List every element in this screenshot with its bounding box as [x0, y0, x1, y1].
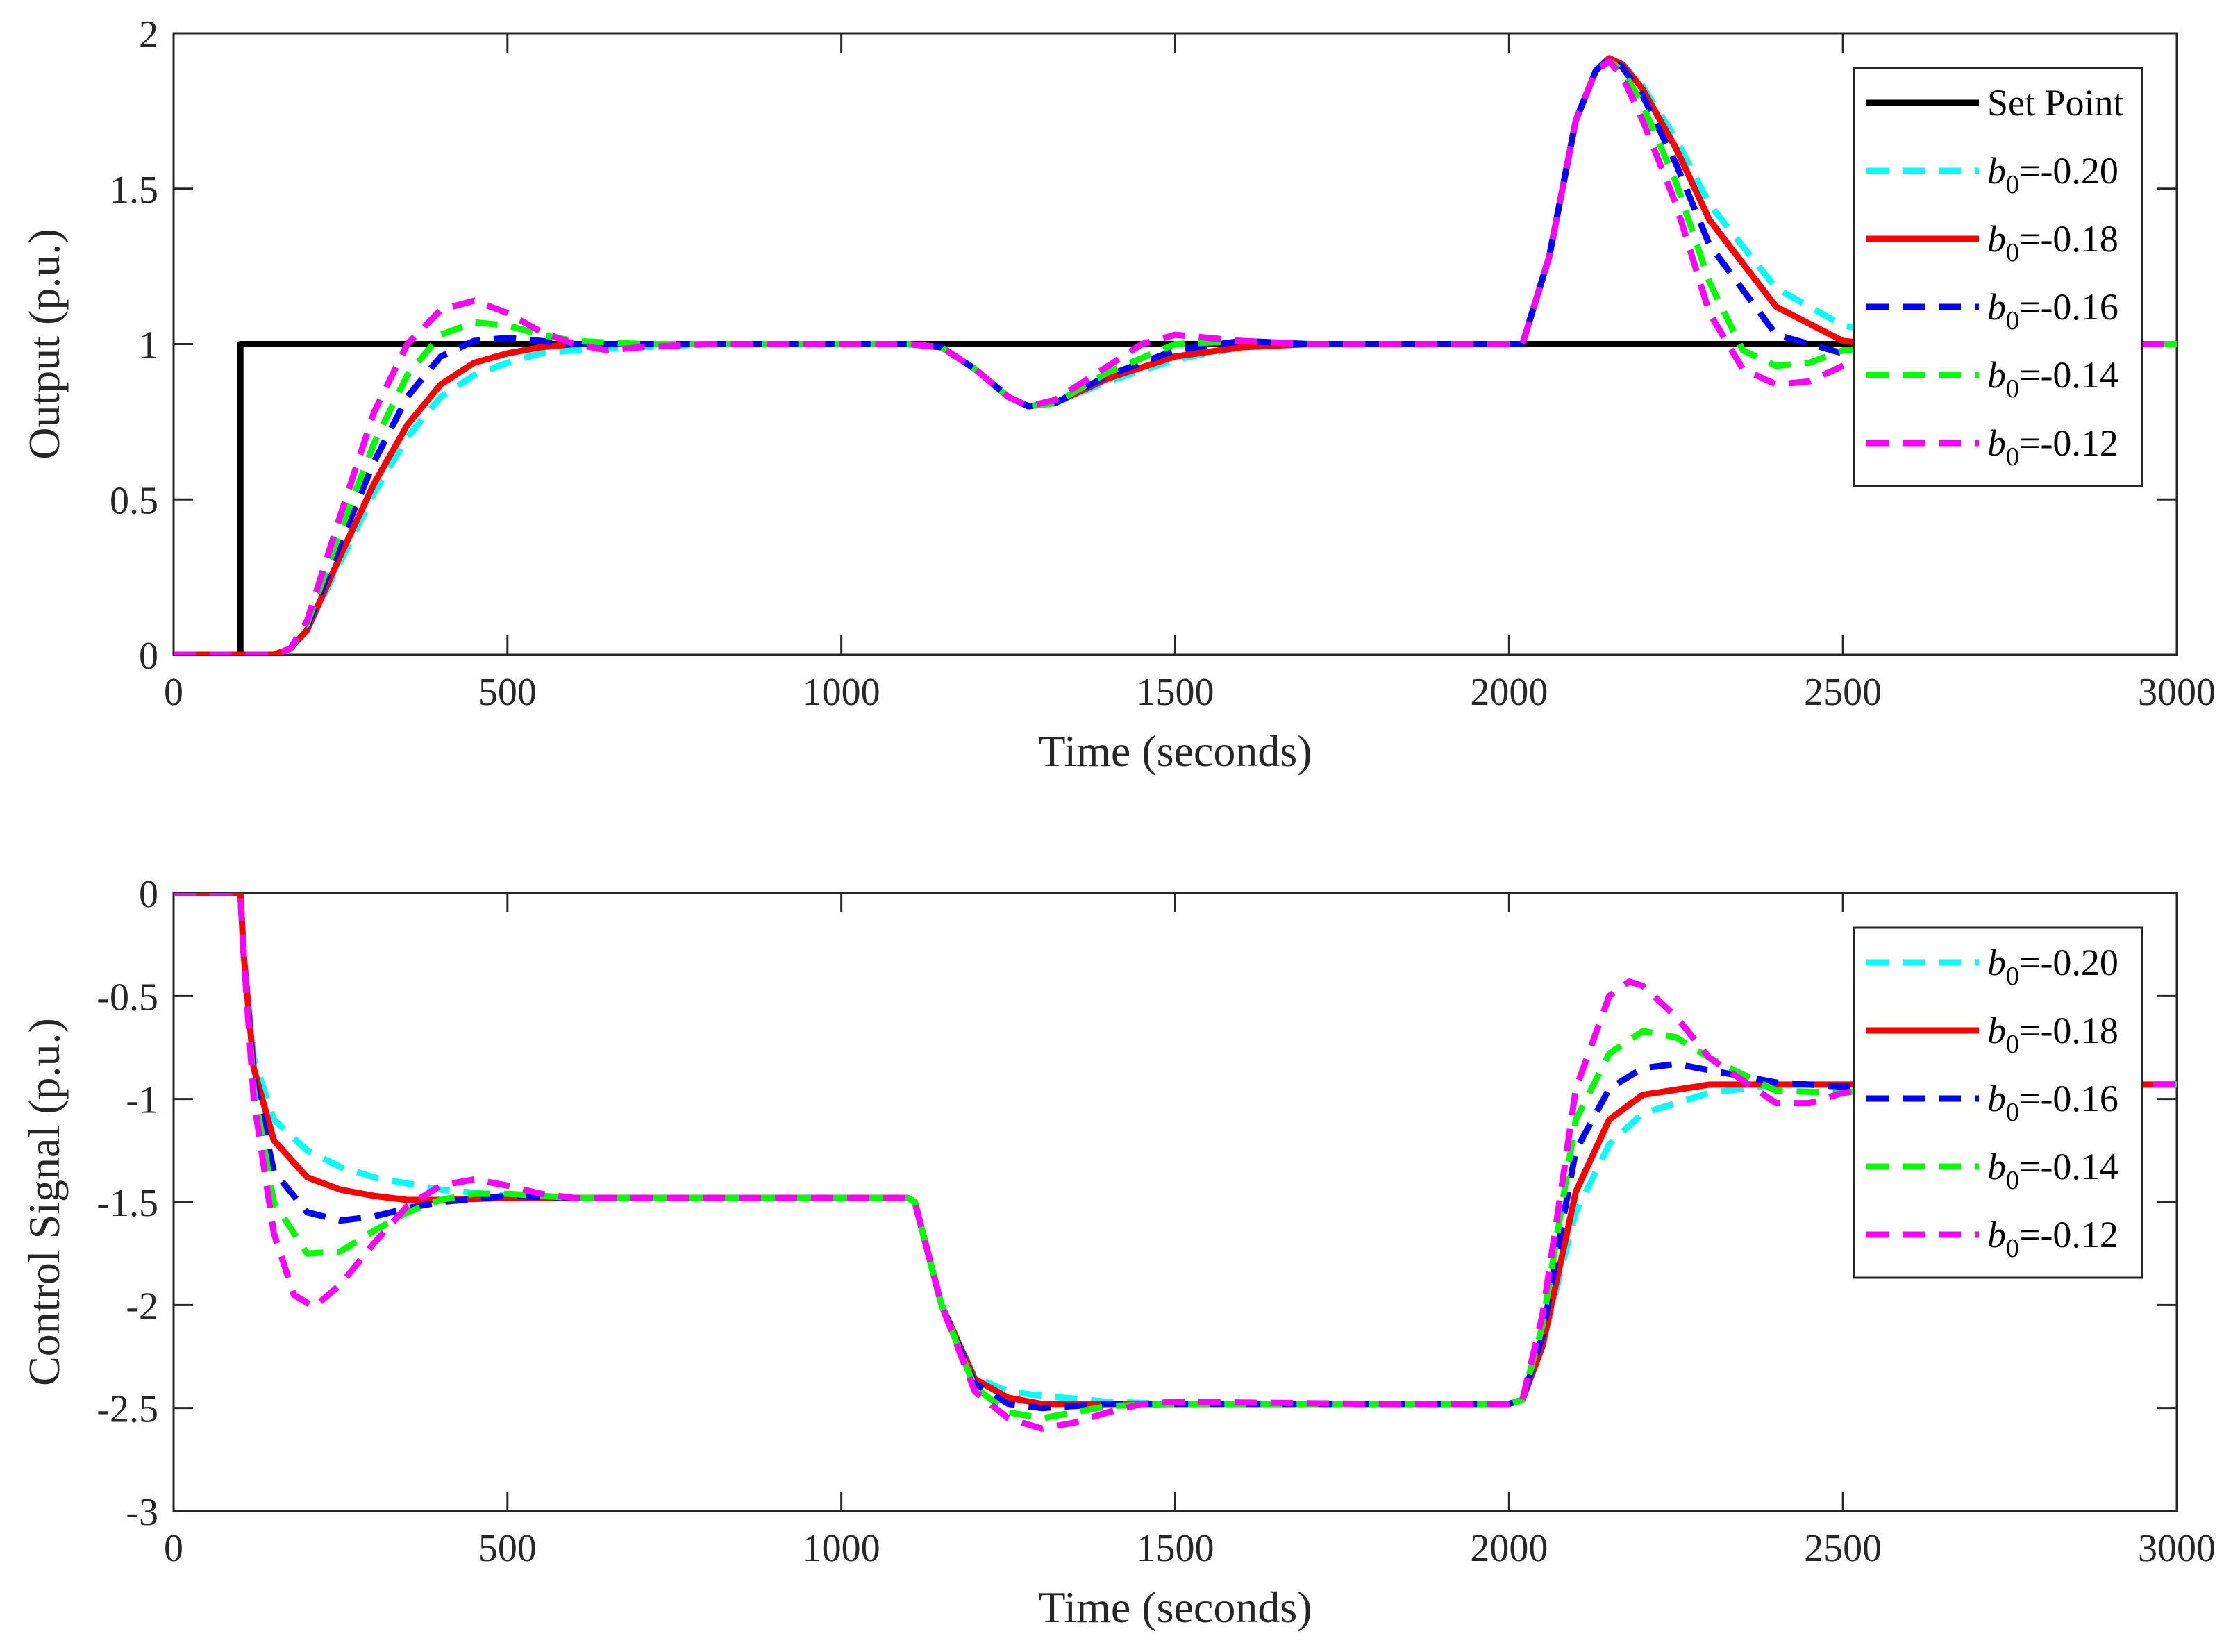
legend-entry: b0=-0.18 — [1987, 218, 2118, 267]
legend-entry: b0=-0.14 — [1987, 354, 2118, 403]
series-line-b0-0-20 — [174, 893, 2177, 1408]
x-axis-label: Time (seconds) — [1038, 1583, 1312, 1632]
y-tick-label: 0 — [139, 635, 158, 678]
y-tick-label: -2 — [126, 1285, 158, 1328]
x-tick-label: 500 — [478, 671, 537, 714]
chart-control: 0 500 1000 1500 2000 2500 3000 -3 -2.5 -2 -1.5 -1 -0… — [19, 873, 2216, 1632]
x-tick-label: 500 — [478, 1527, 537, 1570]
x-tick-label: 3000 — [2138, 1527, 2216, 1570]
series-line-b0-0-14 — [174, 893, 2177, 1421]
series-line-b0-0-12 — [174, 893, 2177, 1432]
legend-var: b — [1987, 1078, 2006, 1119]
y-tick-label: -0.5 — [97, 976, 158, 1019]
legend-entry: b0=-0.12 — [1987, 422, 2118, 472]
legend-value: =-0.20 — [2019, 150, 2118, 192]
legend: Set Pointb0=-0.20b0=-0.18b0=-0.16b0=-0.1… — [1853, 67, 2143, 487]
legend-var: b — [1987, 286, 2006, 328]
legend-entry: b0=-0.20 — [1987, 942, 2118, 991]
legend-var: b — [1987, 150, 2006, 192]
legend-value: =-0.16 — [2019, 286, 2118, 328]
legend-var: b — [1987, 942, 2006, 983]
legend-box — [1853, 926, 2143, 1279]
legend-entry: b0=-0.16 — [1987, 286, 2118, 335]
legend-value: =-0.14 — [2019, 354, 2118, 396]
x-tick-label: 1500 — [1137, 671, 1214, 714]
legend-subscript: 0 — [2006, 170, 2019, 199]
legend-entry: b0=-0.20 — [1987, 150, 2118, 199]
series-line-b0-0-18 — [174, 893, 2177, 1408]
legend-entry: b0=-0.16 — [1987, 1078, 2118, 1127]
y-tick-label: -1 — [126, 1079, 158, 1122]
legend-subscript: 0 — [2006, 374, 2019, 403]
x-tick-label: 1000 — [803, 1527, 880, 1570]
y-tick-label: 0.5 — [110, 479, 158, 522]
legend-value: =-0.12 — [2019, 1214, 2118, 1255]
x-axis-label: Time (seconds) — [1038, 726, 1312, 776]
x-tick-label: 2500 — [1804, 671, 1882, 714]
legend-value: =-0.14 — [2019, 1146, 2118, 1187]
legend-subscript: 0 — [2006, 1030, 2019, 1059]
legend-var: b — [1987, 1214, 2006, 1255]
legend-subscript: 0 — [2006, 1166, 2019, 1195]
series-line-b0-0-14 — [174, 58, 2177, 655]
legend-subscript: 0 — [2006, 238, 2019, 267]
legend-var: b — [1987, 218, 2006, 260]
legend-entry: b0=-0.14 — [1987, 1146, 2118, 1195]
y-tick-label: -3 — [126, 1491, 158, 1534]
legend-var: b — [1987, 354, 2006, 396]
y-axis-label: Control Signal (p.u.) — [19, 1018, 69, 1386]
legend-value: =-0.20 — [2019, 942, 2118, 983]
legend-subscript: 0 — [2006, 442, 2019, 472]
x-tick-label: 0 — [164, 1527, 183, 1570]
legend-var: b — [1987, 1146, 2006, 1187]
x-tick-label: 3000 — [2138, 671, 2216, 714]
x-tick-label: 2000 — [1470, 1527, 1548, 1570]
y-tick-label: 0 — [139, 873, 158, 916]
legend-var: b — [1987, 1010, 2006, 1051]
plot-area — [172, 892, 2178, 1512]
legend-box — [1853, 67, 2143, 487]
legend-entry: b0=-0.12 — [1987, 1214, 2118, 1263]
y-tick-label: 2 — [139, 13, 158, 56]
legend-subscript: 0 — [2006, 1234, 2019, 1263]
x-tick-label: 2000 — [1470, 671, 1548, 714]
y-tick-label: 1.5 — [110, 169, 158, 212]
x-tick-label: 2500 — [1804, 1527, 1882, 1570]
series-line-b0-0-12 — [174, 58, 2177, 655]
legend-subscript: 0 — [2006, 962, 2019, 991]
x-tick-label: 0 — [164, 671, 183, 714]
y-tick-label: -1.5 — [97, 1182, 158, 1225]
x-tick-label: 1500 — [1137, 1527, 1214, 1570]
legend-var: b — [1987, 422, 2006, 464]
y-tick-label: 1 — [139, 324, 158, 367]
y-axis-label: Output (p.u.) — [19, 228, 69, 459]
legend-value: =-0.12 — [2019, 422, 2118, 464]
legend-entry: b0=-0.18 — [1987, 1010, 2118, 1059]
y-tick-label: -2.5 — [97, 1388, 158, 1431]
chart-output: 0 500 1000 1500 2000 2500 3000 0 0.5 1 1.5 2 Time (s… — [19, 13, 2216, 776]
legend-entry: Set Point — [1987, 82, 2124, 124]
legend-value: =-0.18 — [2019, 1010, 2118, 1051]
legend-value: =-0.16 — [2019, 1078, 2118, 1119]
series-group — [174, 55, 2177, 655]
series-group — [174, 893, 2177, 1432]
legend-subscript: 0 — [2006, 1098, 2019, 1127]
legend-value: =-0.18 — [2019, 218, 2118, 260]
legend-subscript: 0 — [2006, 306, 2019, 335]
x-tick-label: 1000 — [803, 671, 880, 714]
